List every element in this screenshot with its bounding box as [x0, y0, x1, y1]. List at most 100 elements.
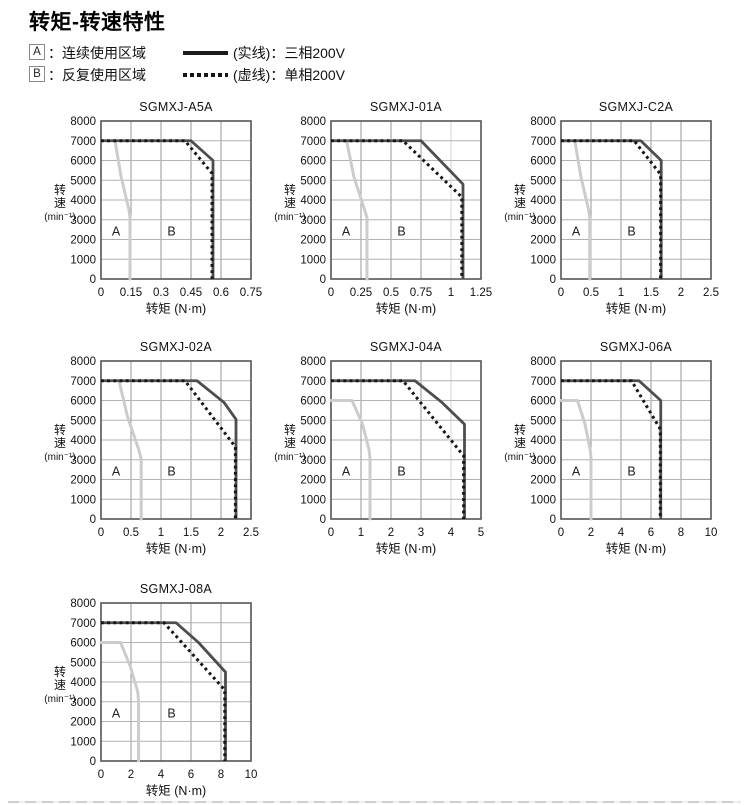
y-tick-label: 8000 — [300, 356, 326, 368]
plot-border — [100, 602, 252, 762]
chart-title: SGMXJ-06A — [600, 340, 673, 354]
gridlines — [561, 361, 711, 519]
y-tick-label: 8000 — [70, 356, 96, 368]
x-tick-label: 1.25 — [470, 287, 492, 299]
x-tick-label: 1.5 — [643, 287, 659, 299]
x-tick-label: 10 — [245, 769, 258, 781]
y-tick-label: 1000 — [70, 736, 96, 748]
x-tick-label: 1.5 — [183, 527, 199, 539]
region-a-symbol-box: A — [29, 44, 45, 60]
x-tick-label: 0.45 — [180, 287, 202, 299]
y-axis-label-char1: 转 — [54, 182, 66, 197]
x-tick-label: 0.15 — [120, 287, 142, 299]
region-label-b: B — [627, 465, 635, 479]
y-tick-label: 0 — [90, 514, 96, 526]
series-gray — [559, 399, 593, 521]
series-gray — [329, 399, 372, 521]
x-tick-label: 1 — [448, 287, 454, 299]
x-tick-label: 8 — [678, 527, 684, 539]
legend-row-region-b: B ：反复使用区域 (虚线)：单相200V — [0, 64, 750, 84]
series-solid — [101, 379, 238, 519]
x-tick-label: 4 — [448, 527, 455, 539]
y-tick-label: 4000 — [530, 435, 556, 447]
x-tick-label: 2 — [388, 527, 394, 539]
x-tick-label: 6 — [188, 769, 194, 781]
gridlines — [101, 603, 251, 761]
y-tick-label: 1000 — [530, 494, 556, 506]
torque-speed-chart-svg: SGMXJ-02A A B 0 0.5 1 1.5 2 2.5 0 1000 2000 3000 4000… — [44, 340, 259, 556]
x-tick-label: 0.6 — [213, 287, 229, 299]
legend-row-region-a: A ：连续使用区域 (实线)：三相200V — [0, 42, 750, 62]
y-tick-label: 7000 — [300, 376, 326, 388]
x-axis-label: 转矩 (N·m) — [376, 301, 436, 316]
region-b-label: ：反复使用区域 — [48, 67, 146, 83]
y-tick-label: 6000 — [530, 156, 556, 168]
region-label-a: A — [112, 465, 121, 479]
region-label-b: B — [167, 707, 175, 721]
x-tick-label: 3 — [418, 527, 424, 539]
region-a-label: ：连续使用区域 — [48, 45, 146, 61]
x-axis-label: 转矩 (N·m) — [606, 301, 666, 316]
series-gray — [113, 139, 132, 281]
y-tick-label: 3000 — [530, 455, 556, 467]
chart-title: SGMXJ-08A — [140, 582, 213, 596]
chart-title: SGMXJ-C2A — [599, 100, 674, 114]
x-tick-label: 1 — [358, 527, 364, 539]
solid-line-sample — [183, 51, 228, 55]
x-tick-label: 1 — [158, 527, 164, 539]
y-tick-label: 2000 — [530, 475, 556, 487]
y-tick-label: 4000 — [300, 435, 326, 447]
plot-border — [100, 360, 252, 520]
torque-speed-chart-svg: SGMXJ-08A A B 0 2 4 6 8 10 0 1000 2000 3000 4000 5000 6… — [44, 582, 258, 798]
plot-border — [560, 360, 712, 520]
x-tick-label: 0.5 — [383, 287, 399, 299]
y-tick-label: 5000 — [300, 175, 326, 187]
y-tick-label: 8000 — [530, 356, 556, 368]
y-tick-label: 3000 — [70, 697, 96, 709]
y-tick-label: 4000 — [70, 677, 96, 689]
plot-border — [330, 120, 482, 280]
x-tick-label: 0 — [328, 287, 334, 299]
y-tick-label: 0 — [90, 274, 96, 286]
region-label-a: A — [572, 465, 581, 479]
y-tick-label: 2000 — [530, 235, 556, 247]
x-tick-label: 2.5 — [703, 287, 719, 299]
y-tick-label: 3000 — [530, 215, 556, 227]
y-tick-label: 1000 — [70, 254, 96, 266]
y-axis-label-char1: 转 — [514, 422, 526, 437]
x-tick-label: 10 — [705, 527, 718, 539]
torque-speed-chart-svg: SGMXJ-A5A A B 0 0.15 0.3 0.45 0.6 0.75 0 1000 2000 3… — [44, 100, 262, 316]
y-axis-label-char2: 速 — [284, 436, 296, 450]
x-tick-label: 1 — [618, 287, 624, 299]
y-axis-unit-label: (min⁻¹) — [274, 452, 305, 463]
y-tick-label: 3000 — [70, 455, 96, 467]
y-tick-label: 2000 — [300, 475, 326, 487]
chart-title: SGMXJ-02A — [140, 340, 213, 354]
y-tick-label: 3000 — [70, 215, 96, 227]
gridlines — [561, 121, 711, 279]
dotted-line-label: (虚线)：单相200V — [233, 67, 346, 83]
plot-border — [100, 120, 252, 280]
region-label-b: B — [167, 465, 175, 479]
x-axis-label: 转矩 (N·m) — [146, 301, 206, 316]
gridlines — [101, 121, 251, 279]
y-axis-unit-label: (min⁻¹) — [504, 452, 535, 463]
y-axis-label-char2: 速 — [514, 196, 526, 210]
x-tick-label: 0 — [98, 769, 104, 781]
series-gray — [99, 641, 140, 763]
series-gray — [573, 139, 592, 281]
x-tick-label: 2 — [588, 527, 594, 539]
region-label-a: A — [572, 225, 581, 239]
x-tick-label: 2 — [218, 527, 224, 539]
dotted-line-sample — [183, 73, 228, 77]
y-tick-label: 7000 — [70, 376, 96, 388]
region-label-a: A — [342, 465, 351, 479]
y-tick-label: 5000 — [530, 175, 556, 187]
y-tick-label: 7000 — [530, 136, 556, 148]
torque-speed-chart-svg: SGMXJ-06A A B 0 2 4 6 8 10 0 1000 2000 3000 4000 5000 6… — [504, 340, 718, 556]
y-tick-label: 0 — [550, 274, 556, 286]
y-tick-label: 6000 — [300, 156, 326, 168]
region-label-b: B — [167, 225, 175, 239]
region-label-b: B — [397, 225, 405, 239]
